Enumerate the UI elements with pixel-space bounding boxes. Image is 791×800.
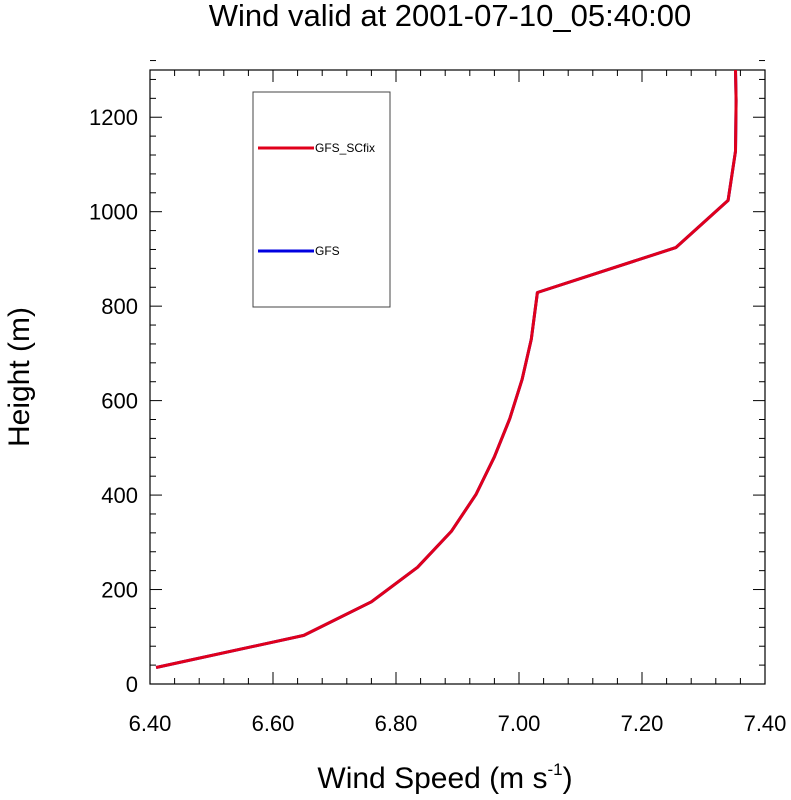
x-tick-label: 7.40	[744, 711, 787, 736]
y-tick-label: 0	[126, 672, 138, 697]
x-axis-title-superscript: -1	[547, 760, 562, 779]
y-tick-label: 1200	[89, 105, 138, 130]
series-line-gfs-scfix	[155, 69, 738, 669]
axis-ticks	[149, 60, 766, 685]
series-line-gfs	[155, 69, 738, 669]
x-tick-label: 7.00	[498, 711, 541, 736]
y-axis-title: Height (m)	[3, 307, 36, 447]
x-axis-title: Wind Speed (m s-1)	[317, 760, 572, 795]
axis-tick-labels: 6.40 6.60 6.80 7.00 7.20 7.40 0 200 400 600 800 100…	[89, 105, 786, 736]
y-tick-label: 600	[101, 389, 138, 414]
x-tick-label: 6.60	[252, 711, 295, 736]
y-tick-label: 400	[101, 483, 138, 508]
x-tick-label: 6.40	[129, 711, 172, 736]
legend-label-gfs-scfix: GFS_SCfix	[315, 141, 375, 155]
x-tick-label: 7.20	[621, 711, 664, 736]
series-layer	[155, 69, 738, 669]
y-tick-label: 1000	[89, 200, 138, 225]
legend-box	[252, 91, 391, 308]
chart-title: Wind valid at 2001-07-10_05:40:00	[209, 0, 692, 33]
y-tick-label: 800	[101, 294, 138, 319]
legend-label-gfs: GFS	[315, 244, 340, 258]
x-axis-title-suffix: )	[563, 762, 573, 795]
x-axis-title-main: Wind Speed (m s	[317, 762, 547, 795]
y-tick-label: 200	[101, 578, 138, 603]
plot-frame	[149, 69, 766, 685]
legend: GFS_SCfix GFS	[252, 91, 391, 308]
x-tick-label: 6.80	[375, 711, 418, 736]
